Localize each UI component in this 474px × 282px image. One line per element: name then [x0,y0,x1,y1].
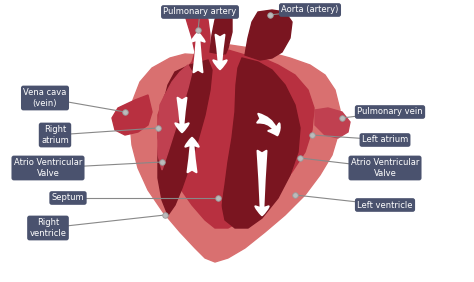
Text: Septum: Septum [52,193,84,202]
Text: Vena cava
(vein): Vena cava (vein) [23,88,67,108]
Polygon shape [158,48,314,228]
Polygon shape [158,65,192,170]
Polygon shape [212,55,235,225]
Polygon shape [210,12,232,55]
Text: Pulmonary vein: Pulmonary vein [357,107,423,116]
Text: Left ventricle: Left ventricle [357,201,413,210]
Polygon shape [112,95,152,135]
Text: Right
ventricle: Right ventricle [29,218,66,238]
Polygon shape [185,12,210,52]
Polygon shape [130,45,340,262]
Polygon shape [245,10,292,60]
Polygon shape [222,58,300,228]
Text: Atrio Ventricular
Valve: Atrio Ventricular Valve [351,158,419,178]
Polygon shape [212,125,228,152]
Polygon shape [158,60,212,215]
Text: Aorta (artery): Aorta (artery) [281,6,339,14]
Polygon shape [315,108,350,138]
Text: Left atrium: Left atrium [362,135,408,144]
Text: Right
atrium: Right atrium [41,125,69,145]
Text: Pulmonary artery: Pulmonary artery [164,8,237,17]
Text: Atrio Ventricular
Valve: Atrio Ventricular Valve [14,158,82,178]
